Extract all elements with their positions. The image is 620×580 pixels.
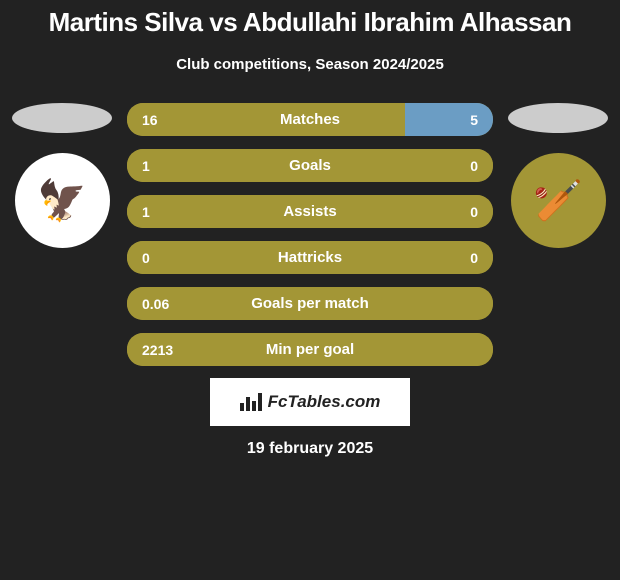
stat-row: 1 Goals 0 xyxy=(127,149,493,182)
player-left-column: 🦅 xyxy=(12,103,112,248)
stat-row: 2213 Min per goal xyxy=(127,333,493,366)
stat-value-left: 0 xyxy=(142,250,150,266)
comparison-section: 🦅 16Matches51Goals01Assists00Hattricks00… xyxy=(12,103,608,366)
stat-row: 0 Hattricks 0 xyxy=(127,241,493,274)
date-label: 19 february 2025 xyxy=(12,440,608,458)
stat-value-left: 1 xyxy=(142,158,150,174)
stat-label: Goals per match xyxy=(251,295,369,312)
player-left-silhouette xyxy=(12,103,112,133)
stat-label: Matches xyxy=(280,111,340,128)
player-right-silhouette xyxy=(508,103,608,133)
stat-value-left: 16 xyxy=(142,112,158,128)
stat-label: Goals xyxy=(289,157,331,174)
stat-fill-left xyxy=(127,103,405,136)
subtitle: Club competitions, Season 2024/2025 xyxy=(12,56,608,73)
stat-row: 16 Matches 5 xyxy=(127,103,493,136)
fctables-logo: FcTables.com xyxy=(210,378,410,426)
stat-row: 1 Assists 0 xyxy=(127,195,493,228)
club-badge-left: 🦅 xyxy=(15,153,110,248)
stat-value-right: 5 xyxy=(470,112,478,128)
stat-fill-right xyxy=(405,103,493,136)
stat-value-right: 0 xyxy=(470,250,478,266)
stat-value-right: 0 xyxy=(470,158,478,174)
stat-label: Assists xyxy=(283,203,336,220)
stat-value-left: 2213 xyxy=(142,342,173,358)
stat-value-left: 0.06 xyxy=(142,296,169,312)
stat-row: 0.06 Goals per match xyxy=(127,287,493,320)
fctables-chart-icon xyxy=(240,393,262,411)
page-title: Martins Silva vs Abdullahi Ibrahim Alhas… xyxy=(12,7,608,38)
club-badge-right: 🏏 xyxy=(511,153,606,248)
stat-value-left: 1 xyxy=(142,204,150,220)
stats-column: 16 Matches 5 1 Goals 0 1 Assists 0 0 Hattricks 0 0.0… xyxy=(127,103,493,366)
stat-value-right: 0 xyxy=(470,204,478,220)
player-right-column: 🏏 xyxy=(508,103,608,248)
stat-label: Hattricks xyxy=(278,249,342,266)
stat-label: Min per goal xyxy=(266,341,354,358)
fctables-label: FcTables.com xyxy=(268,392,381,412)
